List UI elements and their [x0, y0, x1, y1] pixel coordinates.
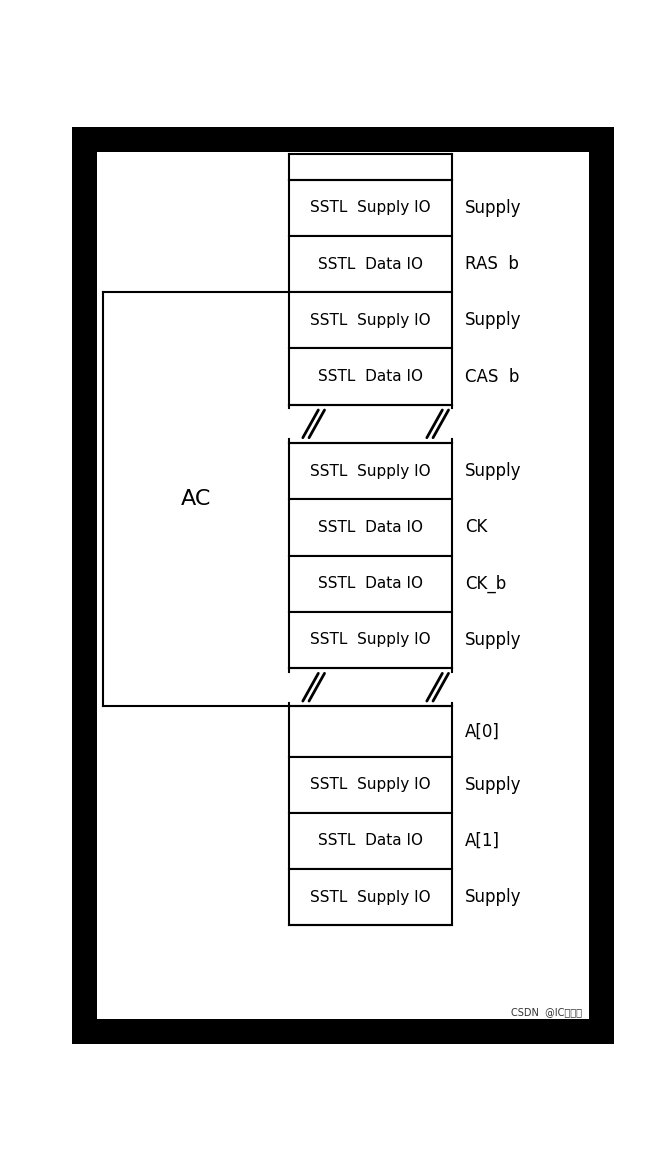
Bar — [289, 706, 452, 756]
Text: CSDN  @IC拓荒者: CSDN @IC拓荒者 — [511, 1006, 582, 1017]
Bar — [289, 444, 452, 499]
Bar — [289, 236, 452, 292]
Text: SSTL  Supply IO: SSTL Supply IO — [310, 632, 431, 647]
Text: SSTL  Supply IO: SSTL Supply IO — [310, 313, 431, 328]
Text: SSTL  Data IO: SSTL Data IO — [318, 834, 423, 849]
Text: SSTL  Supply IO: SSTL Supply IO — [310, 777, 431, 792]
Bar — [289, 292, 452, 349]
Text: AC: AC — [180, 490, 211, 510]
Bar — [289, 556, 452, 611]
Bar — [289, 349, 452, 404]
Bar — [289, 611, 452, 668]
Text: CAS  b: CAS b — [465, 367, 519, 386]
Bar — [289, 179, 452, 236]
Text: Supply: Supply — [465, 888, 521, 906]
Bar — [289, 868, 452, 925]
Bar — [289, 499, 452, 556]
Text: Supply: Supply — [465, 776, 521, 793]
Bar — [289, 756, 452, 813]
Text: SSTL  Data IO: SSTL Data IO — [318, 520, 423, 535]
Text: SSTL  Data IO: SSTL Data IO — [318, 369, 423, 384]
Text: Supply: Supply — [465, 312, 521, 329]
Text: Supply: Supply — [465, 631, 521, 648]
Text: RAS  b: RAS b — [465, 255, 518, 273]
Text: SSTL  Data IO: SSTL Data IO — [318, 257, 423, 272]
Text: A[0]: A[0] — [465, 723, 500, 740]
Text: SSTL  Supply IO: SSTL Supply IO — [310, 200, 431, 215]
Text: SSTL  Data IO: SSTL Data IO — [318, 577, 423, 591]
Text: Supply: Supply — [465, 462, 521, 481]
Text: CK_b: CK_b — [465, 574, 506, 593]
Text: SSTL  Supply IO: SSTL Supply IO — [310, 463, 431, 478]
Text: A[1]: A[1] — [465, 831, 500, 850]
Text: SSTL  Supply IO: SSTL Supply IO — [310, 889, 431, 904]
Text: CK: CK — [465, 519, 487, 536]
Text: Supply: Supply — [465, 199, 521, 217]
Bar — [289, 813, 452, 868]
